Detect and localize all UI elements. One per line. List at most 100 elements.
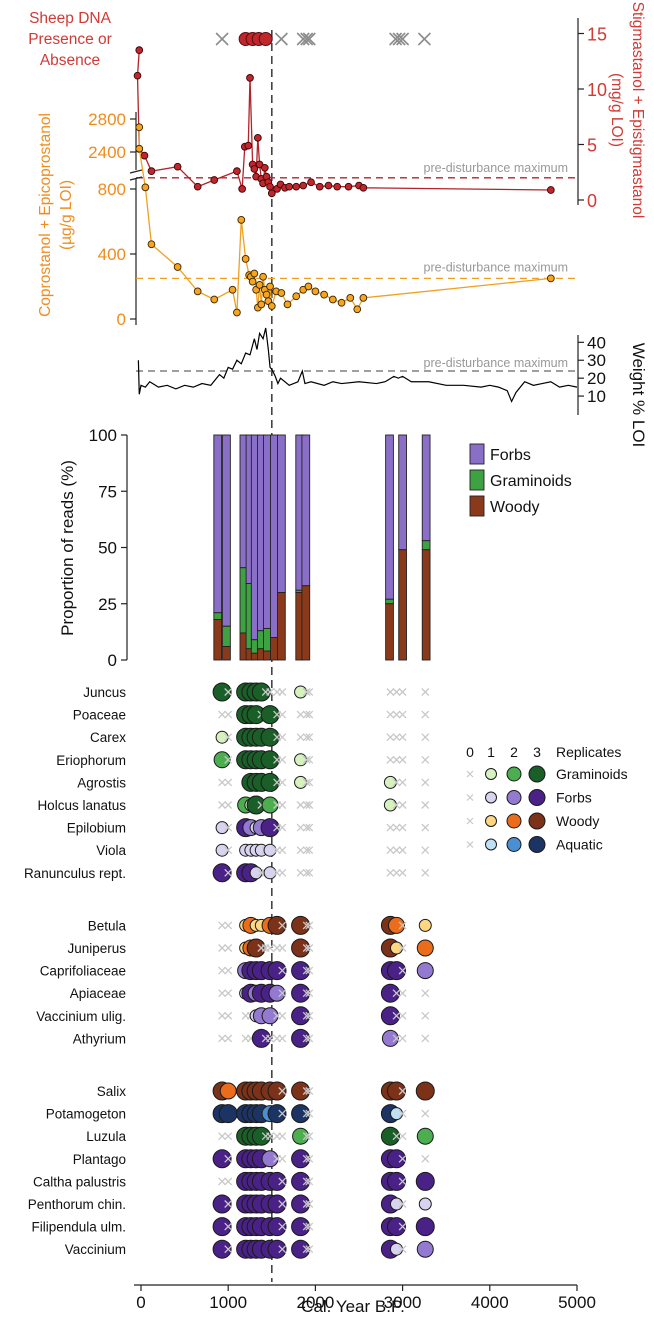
- taxon-absent-marker: [302, 1154, 311, 1163]
- coprostanol-tick-label: 800: [98, 180, 126, 199]
- bar-forbs-segment: [301, 434, 311, 587]
- taxon-replicate-dot: [380, 983, 400, 1003]
- absent-stroke: [224, 989, 233, 998]
- absent-stroke: [305, 1034, 314, 1043]
- replicates-legend-absent: [466, 817, 474, 825]
- absent-stroke: [278, 1109, 287, 1118]
- taxon-absent-marker: [386, 688, 395, 696]
- coprostanol-tick-label: 2400: [88, 143, 126, 162]
- taxon-replicate-dot: [386, 1171, 406, 1191]
- taxon-label: Eriophorum: [56, 753, 126, 768]
- absent-stroke: [398, 733, 407, 742]
- loi-tick-label: 40: [587, 333, 606, 352]
- taxon-replicate-dot: [215, 821, 229, 835]
- absent-stroke: [421, 1154, 430, 1163]
- taxon-replicate-dot: [212, 682, 232, 702]
- taxon-absent-marker: [302, 1109, 311, 1118]
- absent-stroke: [266, 1132, 275, 1141]
- absent-stroke: [302, 1222, 311, 1231]
- taxon-replicate-dot: [219, 1082, 237, 1100]
- reads-tick-label: 100: [89, 426, 117, 445]
- reads-bar: [301, 434, 311, 661]
- absent-stroke: [305, 1154, 314, 1163]
- absent-stroke: [218, 1177, 227, 1186]
- stigmastanol-point: [210, 176, 219, 184]
- stigmastanol-point: [193, 182, 202, 191]
- coprostanol-point: [250, 269, 259, 278]
- taxon-replicate-dot: [261, 1007, 279, 1025]
- taxon-replicate-dot: [251, 1028, 271, 1048]
- taxon-replicate-dot: [251, 1126, 271, 1146]
- taxon-absent-marker: [218, 944, 227, 952]
- taxon-absent-marker: [421, 989, 430, 998]
- taxon-absent-marker: [302, 733, 311, 742]
- coprostanol-point: [173, 263, 182, 271]
- absent-stroke: [302, 868, 311, 877]
- taxon-label: Caltha palustris: [33, 1174, 126, 1189]
- absent-stroke: [421, 823, 430, 832]
- reads-bar: [385, 434, 394, 661]
- replicates-legend-dot: [485, 838, 497, 851]
- coprostanol-point: [277, 289, 286, 297]
- taxon-absent-marker: [302, 966, 311, 975]
- taxon-replicate-dot: [212, 1217, 232, 1237]
- taxon-absent-marker: [218, 710, 227, 719]
- absent-stroke: [302, 921, 311, 930]
- taxon-absent-marker: [218, 1011, 227, 1020]
- taxon-absent-marker: [421, 755, 430, 764]
- taxon-label: Carex: [90, 730, 126, 745]
- absent-stroke: [218, 921, 227, 930]
- taxon-absent-marker: [278, 966, 287, 975]
- taxon-absent-marker: [296, 846, 305, 855]
- coprostanol-point: [292, 292, 301, 301]
- taxon-absent-marker: [278, 1177, 287, 1186]
- coprostanol-point: [233, 308, 241, 317]
- taxon-absent-marker: [398, 1154, 407, 1163]
- taxon-replicate-dot: [263, 866, 277, 880]
- replicates-legend-group: Graminoids: [556, 766, 628, 782]
- absent-stroke: [305, 1200, 314, 1208]
- taxon-absent-marker: [224, 868, 233, 877]
- x-axis-tick-label: 4000: [471, 1293, 509, 1312]
- absent-stroke: [224, 801, 233, 809]
- coprostanol-point: [346, 294, 355, 302]
- absent-stroke: [218, 710, 227, 719]
- taxon-absent-marker: [224, 1011, 233, 1020]
- absent-stroke: [302, 1177, 311, 1186]
- taxon-absent-marker: [296, 733, 305, 742]
- taxon-absent-marker: [296, 801, 305, 809]
- replicates-legend-dot: [528, 789, 546, 806]
- taxon-absent-marker: [421, 778, 430, 787]
- taxon-replicate-dot: [418, 918, 432, 932]
- absent-stroke: [392, 710, 401, 719]
- absent-stroke: [305, 1109, 314, 1118]
- taxon-absent-marker: [224, 1034, 233, 1043]
- absent-stroke: [302, 846, 311, 855]
- taxon-replicate-dot: [212, 1194, 232, 1214]
- loi-reference-label: pre-disturbance maximum: [424, 356, 569, 370]
- taxon-absent-marker: [218, 966, 227, 975]
- taxon-absent-marker: [302, 823, 311, 832]
- absent-stroke: [398, 1132, 407, 1141]
- bar-woody-segment: [277, 592, 286, 661]
- taxon-absent-marker: [224, 1200, 233, 1208]
- coprostanol-point: [353, 305, 362, 314]
- taxon-absent-marker: [421, 846, 430, 855]
- absent-stroke: [296, 32, 310, 46]
- absent-stroke: [398, 846, 407, 855]
- taxon-absent-marker: [421, 688, 430, 696]
- reads-bar: [239, 434, 249, 661]
- reads-tick-label: 25: [98, 595, 117, 614]
- absent-stroke: [218, 1034, 227, 1043]
- coprostanol-point: [311, 287, 320, 296]
- absent-stroke: [305, 921, 314, 930]
- taxon-absent-marker: [296, 823, 305, 832]
- taxon-absent-marker: [224, 778, 233, 787]
- absent-stroke: [278, 846, 287, 855]
- taxon-absent-marker: [386, 733, 395, 742]
- coprostanol-point: [283, 300, 292, 309]
- absent-stroke: [224, 868, 233, 877]
- taxon-absent-marker: [302, 755, 311, 764]
- coprostanol-point: [267, 302, 276, 310]
- absent-stroke: [218, 801, 227, 809]
